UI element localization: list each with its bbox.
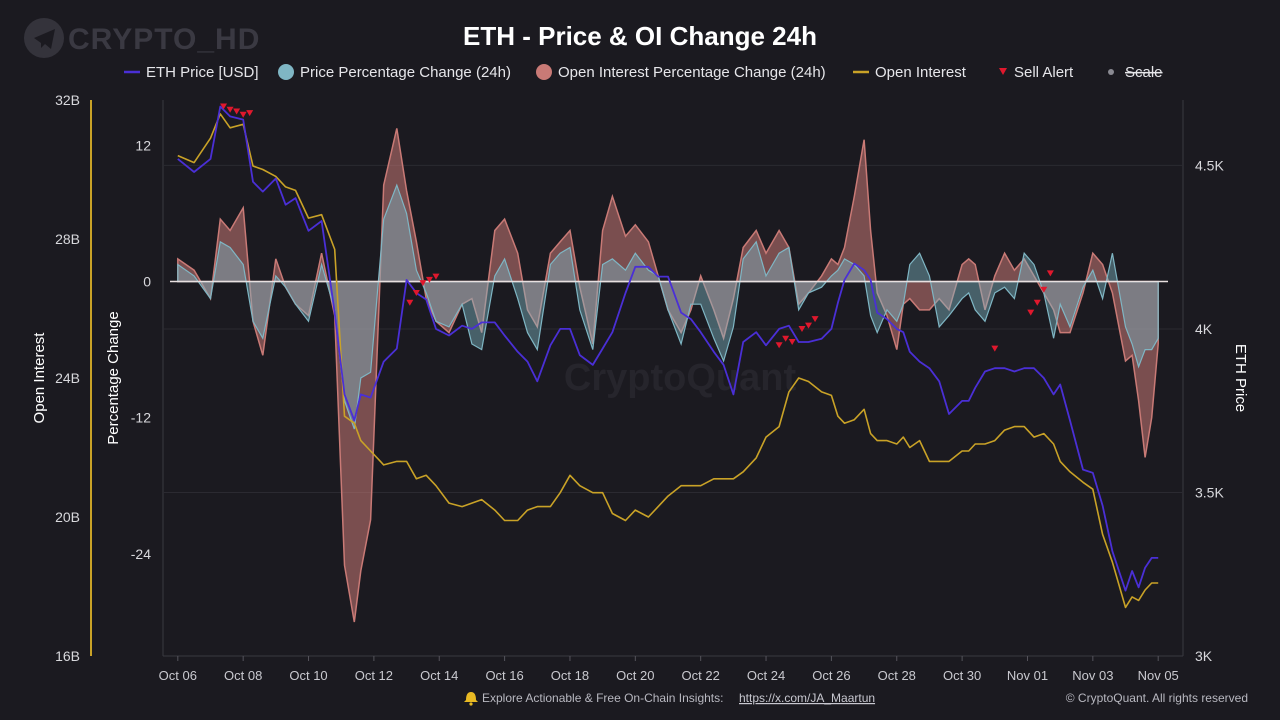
eth-price-line-group xyxy=(177,105,1159,592)
open-interest-tick-label: 24B xyxy=(55,370,80,386)
legend-item-oi-change[interactable]: Open Interest Percentage Change (24h) xyxy=(536,64,826,81)
x-tick-label: Oct 26 xyxy=(812,668,850,683)
open-interest-tick-label: 32B xyxy=(55,92,80,108)
open-interest-tick-label: 28B xyxy=(55,231,80,247)
eth-price-line xyxy=(177,105,1159,592)
x-tick-label: Oct 16 xyxy=(485,668,523,683)
x-tick-label: Oct 08 xyxy=(224,668,262,683)
sell-alert-marker xyxy=(220,103,228,110)
bell-icon xyxy=(464,692,478,702)
legend-item-open-interest[interactable]: Open Interest xyxy=(853,64,967,81)
x-tick-label: Oct 18 xyxy=(551,668,589,683)
legend-item-scale[interactable]: Scale xyxy=(1108,64,1163,81)
x-tick-label: Oct 12 xyxy=(355,668,393,683)
percentage-tick-label: 0 xyxy=(143,274,151,290)
percentage-ticks: 12 0 -12 -24 xyxy=(131,137,151,561)
sell-alert-marker xyxy=(805,322,813,329)
x-tick-label: Oct 10 xyxy=(289,668,327,683)
sell-alert-marker xyxy=(1046,270,1054,277)
sell-alert-marker xyxy=(775,342,783,349)
sell-alert-marker xyxy=(782,335,790,342)
legend-label: Sell Alert xyxy=(1014,64,1074,81)
sell-alert-marker xyxy=(1033,299,1041,306)
sell-alert-marker xyxy=(811,316,819,323)
eth-price-tick-label: 3K xyxy=(1195,648,1213,664)
sell-alert-marker xyxy=(239,111,247,118)
sell-alert-marker xyxy=(226,106,234,113)
legend-dot-icon xyxy=(536,64,552,80)
legend-label: Scale xyxy=(1125,64,1163,81)
brand-watermark: CRYPTO_HD xyxy=(24,18,260,58)
sell-alert-marker xyxy=(1027,309,1035,316)
x-tick-label: Oct 24 xyxy=(747,668,785,683)
sell-alert-marker xyxy=(233,108,241,115)
x-tick-label: Oct 06 xyxy=(159,668,197,683)
sell-alert-marker xyxy=(788,339,796,346)
open-interest-line-group xyxy=(177,113,1159,609)
eth-price-tick-label: 4K xyxy=(1195,321,1213,337)
percentage-tick-label: 12 xyxy=(135,137,151,153)
legend: ETH Price [USD] Price Percentage Change (… xyxy=(124,64,1163,81)
footer-link[interactable]: https://x.com/JA_Maartun xyxy=(739,691,875,705)
sell-alert-marker xyxy=(425,276,433,283)
sell-alert-marker xyxy=(432,273,440,280)
legend-label: Open Interest Percentage Change (24h) xyxy=(558,64,826,81)
telegram-plane-icon xyxy=(34,29,55,49)
legend-dot-icon xyxy=(1108,69,1114,75)
center-watermark: CryptoQuant xyxy=(564,357,797,399)
percentage-tick-label: -12 xyxy=(131,410,151,426)
watermark-text: CRYPTO_HD xyxy=(68,23,260,56)
price-change-area xyxy=(177,183,1159,430)
open-interest-axis-title: Open Interest xyxy=(31,332,48,424)
percentage-tick-label: -24 xyxy=(131,546,151,562)
legend-label: Open Interest xyxy=(875,64,967,81)
x-tick-label: Oct 20 xyxy=(616,668,654,683)
x-tick-label: Nov 01 xyxy=(1007,668,1048,683)
legend-dot-icon xyxy=(278,64,294,80)
sell-alert-marker xyxy=(991,345,999,352)
legend-label: ETH Price [USD] xyxy=(146,64,259,81)
sell-alert-markers xyxy=(220,103,1054,352)
open-interest-ticks: 16B 20B 24B 28B 32B xyxy=(55,92,80,664)
sell-alert-marker xyxy=(406,299,414,306)
bell-clapper-icon xyxy=(469,702,473,706)
eth-price-axis-title: ETH Price xyxy=(1232,344,1249,412)
legend-item-price-change[interactable]: Price Percentage Change (24h) xyxy=(278,64,511,81)
gridlines xyxy=(163,164,1183,493)
x-tick-label: Oct 30 xyxy=(943,668,981,683)
footer-text: Explore Actionable & Free On-Chain Insig… xyxy=(482,691,723,705)
sell-alert-marker xyxy=(412,289,420,296)
legend-item-eth-price[interactable]: ETH Price [USD] xyxy=(124,64,259,81)
footer: Explore Actionable & Free On-Chain Insig… xyxy=(464,691,1248,706)
x-tick-label: Oct 14 xyxy=(420,668,458,683)
oi-change-area-path xyxy=(177,128,1159,623)
percentage-axis-title: Percentage Change xyxy=(105,311,122,444)
x-axis-ticks: Oct 06 Oct 08 Oct 10 Oct 12 Oct 14 Oct 16 Oct … xyxy=(159,656,1179,683)
eth-price-tick-label: 3.5K xyxy=(1195,484,1224,500)
sell-alert-marker xyxy=(798,325,806,332)
eth-price-ticks: 3K 3.5K 4K 4.5K xyxy=(1195,157,1224,664)
sell-alert-marker xyxy=(419,280,427,287)
sell-alert-marker xyxy=(1040,286,1048,293)
price-change-area-path xyxy=(177,183,1159,430)
sell-alert-marker xyxy=(246,110,254,117)
x-tick-label: Nov 05 xyxy=(1138,668,1179,683)
open-interest-line xyxy=(177,113,1159,609)
oi-change-area xyxy=(177,128,1159,623)
open-interest-tick-label: 16B xyxy=(55,648,80,664)
legend-triangle-icon xyxy=(999,68,1007,75)
x-tick-label: Nov 03 xyxy=(1072,668,1113,683)
x-tick-label: Oct 22 xyxy=(682,668,720,683)
chart-title: ETH - Price & OI Change 24h xyxy=(463,21,817,51)
eth-price-tick-label: 4.5K xyxy=(1195,157,1224,173)
legend-label: Price Percentage Change (24h) xyxy=(300,64,511,81)
x-tick-label: Oct 28 xyxy=(878,668,916,683)
legend-item-sell-alert[interactable]: Sell Alert xyxy=(999,64,1074,81)
copyright: © CryptoQuant. All rights reserved xyxy=(1066,691,1248,705)
open-interest-tick-label: 20B xyxy=(55,509,80,525)
